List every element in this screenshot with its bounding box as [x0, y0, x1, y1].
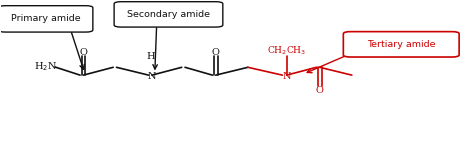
Text: N: N: [283, 72, 291, 81]
Text: Secondary amide: Secondary amide: [127, 10, 210, 19]
Text: CH$_2$CH$_3$: CH$_2$CH$_3$: [267, 44, 306, 57]
Text: O: O: [80, 48, 87, 57]
Text: H: H: [146, 52, 155, 61]
Text: Primary amide: Primary amide: [11, 14, 81, 23]
Text: N: N: [148, 72, 156, 81]
Text: Tertiary amide: Tertiary amide: [367, 40, 436, 49]
FancyBboxPatch shape: [114, 2, 223, 27]
Text: O: O: [316, 86, 324, 95]
FancyBboxPatch shape: [343, 32, 459, 57]
Text: O: O: [212, 48, 219, 57]
Text: H$_2$N: H$_2$N: [34, 60, 57, 73]
FancyBboxPatch shape: [0, 6, 93, 32]
